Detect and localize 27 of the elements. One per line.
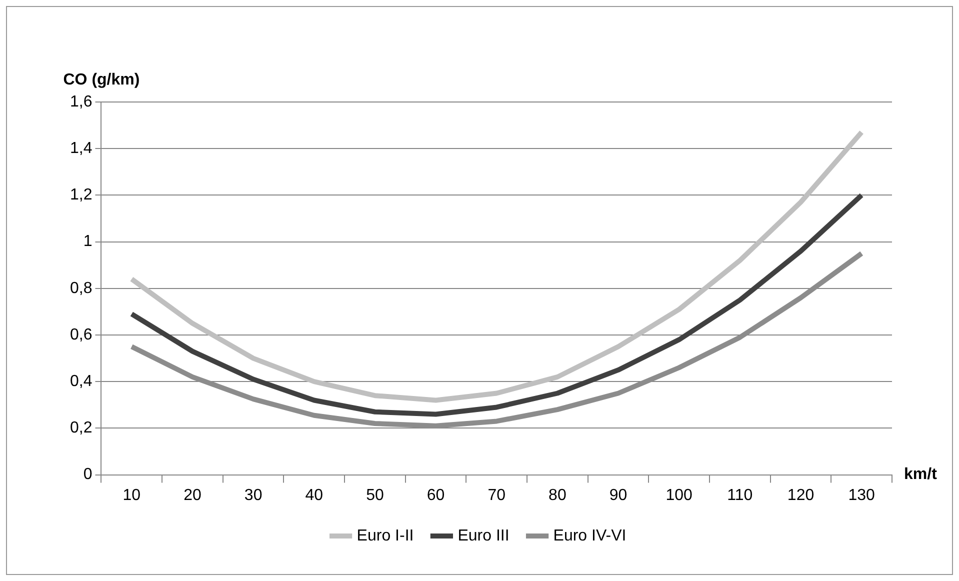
x-tick-label: 50 [366,486,384,504]
y-tick-label: 0 [83,466,92,484]
x-tick-label: 10 [122,486,141,504]
x-tick-label: 90 [609,486,628,504]
x-axis-title: km/t [904,466,938,484]
x-tick-label: 20 [184,486,202,504]
x-tick-label: 60 [426,486,445,504]
y-tick-label: 1,6 [70,93,92,110]
x-tick-label: 70 [488,486,506,504]
y-tick-label: 1,2 [70,186,92,204]
y-tick-label: 1 [83,233,92,250]
x-tick-label: 40 [305,486,324,504]
x-tick-label: 30 [244,486,262,504]
y-tick-label: 0,2 [70,420,92,437]
x-tick-label: 100 [666,486,693,504]
y-tick-label: 0,8 [70,280,92,297]
legend-label: Euro I-II [356,527,414,544]
y-tick-label: 0,6 [70,326,92,344]
x-tick-label: 120 [787,486,814,504]
x-tick-label: 110 [727,486,753,504]
x-tick-label: 130 [848,486,876,504]
y-tick-label: 1,4 [70,140,92,158]
legend-label: Euro IV-VI [553,527,626,544]
y-tick-label: 0,4 [70,373,92,390]
x-tick-label: 80 [548,486,566,504]
y-axis-title: CO (g/km) [63,71,140,88]
legend-label: Euro III [458,527,510,544]
